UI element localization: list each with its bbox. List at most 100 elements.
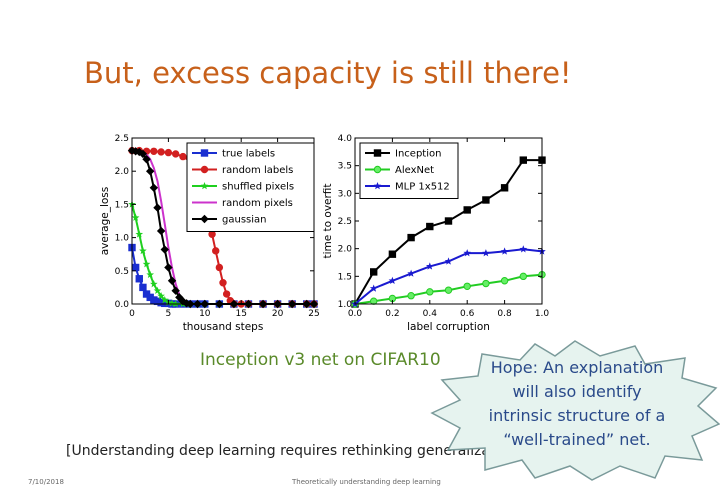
data-point: [146, 270, 154, 279]
data-point: [463, 249, 471, 257]
series-mlp-1x512: [351, 245, 546, 308]
data-point: [131, 263, 140, 272]
data-point: [222, 290, 231, 298]
legend-label: random labels: [222, 165, 293, 176]
y-tick-label: 3.0: [338, 189, 353, 199]
legend-label: shuffled pixels: [222, 182, 294, 193]
data-point: [171, 150, 180, 158]
data-point: [500, 277, 509, 285]
data-point: [519, 245, 528, 253]
x-tick-label: 1.0: [535, 309, 550, 319]
data-point: [138, 149, 148, 159]
slide-title: But, excess capacity is still there!: [84, 56, 572, 90]
legend-label: Inception: [395, 149, 441, 160]
data-point: [149, 183, 159, 192]
data-point: [150, 280, 158, 288]
data-point: [388, 250, 397, 258]
y-tick-label: 2.0: [115, 167, 130, 177]
data-point: [388, 276, 397, 284]
data-point: [482, 249, 490, 257]
y-tick-label: 2.0: [338, 245, 353, 255]
citation-text: [Understanding deep learning requires re…: [66, 443, 517, 459]
x-tick-label: 15: [235, 309, 246, 319]
y-tick-label: 0.5: [115, 267, 129, 277]
y-tick-label: 3.5: [338, 162, 352, 172]
data-point: [407, 292, 415, 300]
data-point: [500, 247, 509, 255]
data-point: [482, 279, 490, 288]
data-point: [157, 148, 165, 156]
data-point: [139, 283, 147, 292]
x-tick-label: 5: [166, 309, 172, 319]
y-axis-label: time to overfit: [322, 183, 334, 258]
x-tick-label: 0.4: [423, 309, 438, 319]
data-point: [215, 263, 224, 272]
data-point: [153, 286, 162, 294]
x-tick-label: 0.8: [497, 309, 512, 319]
data-point: [182, 299, 191, 308]
legend-marker: [373, 165, 382, 174]
data-point: [482, 196, 490, 204]
legend-marker: [373, 149, 382, 157]
data-point: [212, 247, 220, 255]
data-point: [219, 279, 227, 287]
legend-box: [186, 142, 315, 232]
legend-label: random pixels: [222, 198, 293, 209]
y-tick-label: 2.5: [338, 217, 352, 227]
data-point: [519, 272, 528, 281]
data-point: [135, 230, 144, 238]
y-tick-label: 1.0: [115, 234, 130, 244]
data-point: [500, 184, 509, 192]
data-point: [157, 292, 165, 300]
overfit-time-chart: 0.0 0.2 0.4 0.6 0.8 1.0 1.0 1.5 2.0 2.5 3.0 3.5 4.0 l…: [322, 134, 550, 333]
callout-starburst: [430, 340, 720, 481]
legend-label: AlexNet: [395, 165, 434, 176]
y-tick-label: 2.5: [115, 134, 129, 144]
data-point: [463, 282, 471, 290]
x-tick-label: 0.0: [348, 309, 363, 319]
x-tick-label: 0: [129, 309, 135, 319]
data-point: [135, 275, 143, 283]
data-point: [139, 246, 147, 255]
loss-chart: 0 5 10 15 20 25 0.0 0.5 1.0 1.5 2.0 2.5 thousand ste…: [99, 134, 320, 333]
data-point: [146, 167, 155, 176]
data-point: [407, 269, 415, 277]
y-tick-label: 1.5: [338, 272, 352, 282]
x-axis-label: label corruption: [407, 321, 490, 333]
data-point: [519, 156, 528, 164]
x-axis-label: thousand steps: [183, 321, 264, 333]
y-tick-label: 4.0: [338, 134, 353, 144]
data-point: [131, 213, 140, 221]
y-tick-label: 0.0: [115, 300, 130, 310]
data-point: [178, 297, 188, 306]
data-point: [153, 203, 162, 212]
data-point: [407, 233, 415, 242]
data-point: [142, 155, 151, 164]
data-point: [164, 263, 173, 272]
x-tick-label: 0.6: [460, 309, 475, 319]
data-point: [444, 217, 453, 225]
slide-footer: Theoretically understanding deep learnin…: [292, 478, 441, 486]
data-point: [150, 147, 158, 155]
legend: true labels random labels shuffled pixels r…: [186, 142, 315, 232]
data-point: [156, 226, 166, 236]
data-point: [160, 296, 169, 304]
slide-date: 7/10/2018: [28, 478, 64, 486]
data-point: [426, 262, 434, 270]
data-point: [426, 288, 434, 296]
legend-label: gaussian: [222, 215, 266, 226]
data-point: [208, 230, 216, 238]
legend: Inception AlexNet MLP 1x512: [359, 142, 459, 199]
x-tick-label: 0.2: [385, 309, 399, 319]
data-point: [160, 245, 169, 254]
x-tick-label: 25: [308, 309, 319, 319]
chart-caption: Inception v3 net on CIFAR10: [200, 350, 441, 370]
data-point: [179, 152, 187, 161]
data-point: [463, 206, 471, 214]
data-point: [444, 257, 453, 265]
legend-marker: [200, 149, 209, 157]
callout-shape: [430, 340, 720, 481]
y-axis-label: average_loss: [99, 187, 111, 256]
legend-marker: [200, 165, 209, 174]
data-point: [168, 299, 176, 307]
